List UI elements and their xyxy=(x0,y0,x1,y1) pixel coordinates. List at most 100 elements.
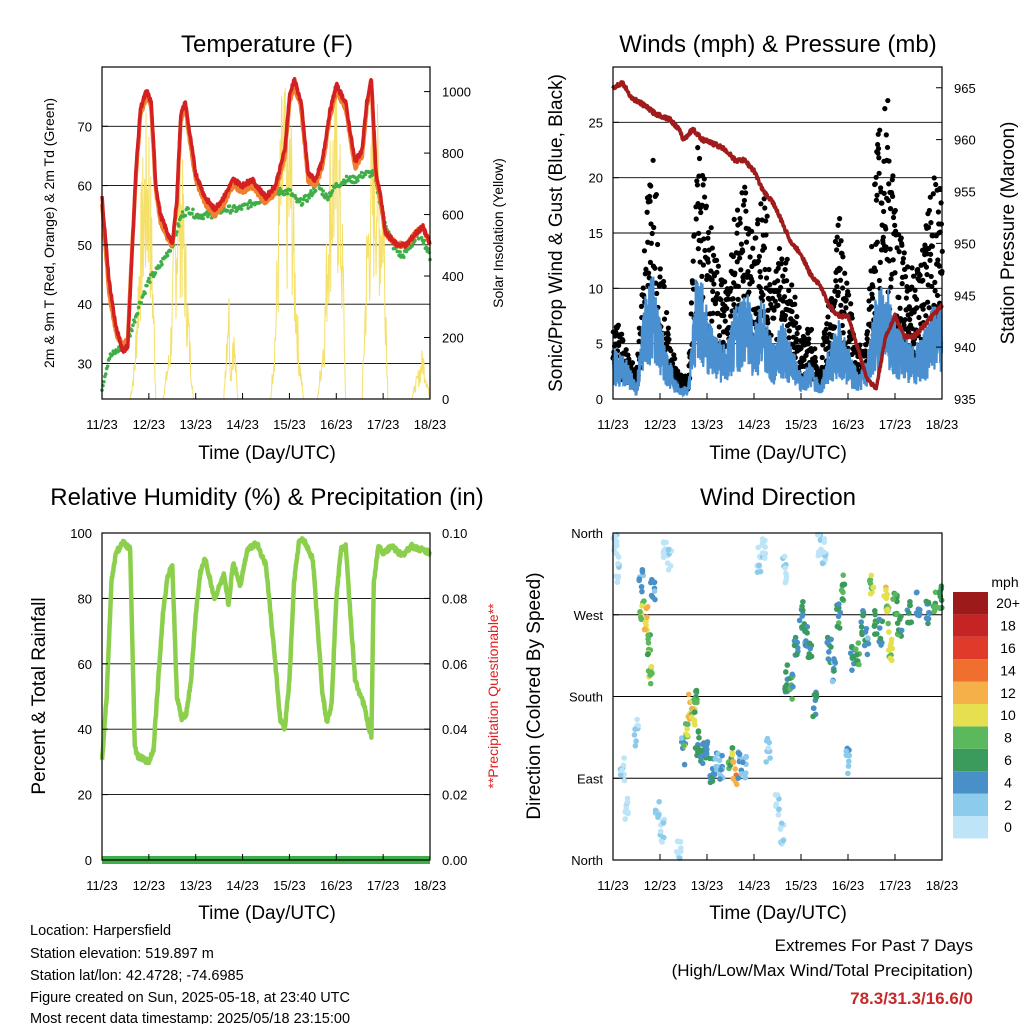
temperature-title: Temperature (F) xyxy=(181,31,353,58)
dewpoint-point xyxy=(165,253,170,258)
gust-point xyxy=(877,127,883,133)
direction-point xyxy=(845,770,851,777)
temp-2m-series xyxy=(100,76,432,354)
gust-point xyxy=(755,217,761,223)
direction-point xyxy=(678,845,684,851)
x-tick-label: 12/23 xyxy=(133,878,166,893)
direction-point xyxy=(685,721,691,728)
dewpoint-point xyxy=(143,291,147,296)
gust-point xyxy=(699,273,705,279)
direction-point xyxy=(636,576,643,582)
direction-point xyxy=(688,714,695,720)
direction-point xyxy=(796,617,803,624)
gust-point xyxy=(923,313,929,319)
direction-point xyxy=(719,752,725,759)
gust-point xyxy=(695,145,701,151)
direction-point xyxy=(638,614,644,621)
gust-point xyxy=(737,255,743,261)
gust-point xyxy=(743,190,749,196)
gust-point xyxy=(767,282,773,288)
gust-point xyxy=(890,193,896,199)
gust-point xyxy=(700,262,707,268)
direction-point xyxy=(887,642,894,649)
direction-point xyxy=(773,792,780,799)
x-tick-label: 12/23 xyxy=(644,878,677,893)
gust-point xyxy=(722,318,728,324)
legend-label: 0 xyxy=(1004,819,1012,835)
direction-point xyxy=(754,569,761,575)
direction-point xyxy=(833,606,840,612)
gust-point xyxy=(775,265,781,271)
gust-point xyxy=(869,244,875,250)
gust-point xyxy=(650,157,656,163)
y-tick-label: 100 xyxy=(70,526,92,541)
direction-point xyxy=(896,616,903,623)
gust-point xyxy=(876,155,882,161)
gust-point xyxy=(720,339,726,345)
direction-point xyxy=(765,745,772,751)
direction-point xyxy=(763,738,770,744)
gust-point xyxy=(849,315,855,321)
gust-point xyxy=(743,239,750,245)
gust-point xyxy=(794,314,800,320)
gust-point xyxy=(913,296,920,302)
temperature-panel: Temperature (F) 11/23 12/23 13/23 14/23 15/2… xyxy=(41,31,506,464)
humidity-ylabel-left: Percent & Total Rainfall xyxy=(29,597,50,794)
extremes-line2: (High/Low/Max Wind/Total Precipitation) xyxy=(672,961,973,980)
direction-point xyxy=(614,579,621,586)
direction-point xyxy=(916,606,923,613)
pressure-line xyxy=(611,80,944,391)
gust-point xyxy=(784,278,790,284)
direction-point xyxy=(828,644,834,650)
gust-point xyxy=(725,330,731,337)
gust-point xyxy=(700,182,706,188)
direction-point xyxy=(789,696,795,702)
y-tick-label: 50 xyxy=(78,238,92,253)
gust-point xyxy=(884,144,891,151)
dewpoint-point xyxy=(359,170,364,175)
y-tick-label: West xyxy=(574,608,604,623)
direction-point xyxy=(692,745,699,751)
temperature-ylabel-right: Solar Insolation (Yellow) xyxy=(490,158,506,308)
gust-point xyxy=(916,314,922,321)
direction-point xyxy=(684,732,691,739)
y-tick-label: 950 xyxy=(954,236,976,251)
gust-point xyxy=(835,289,842,295)
direction-point xyxy=(678,735,685,741)
gust-point xyxy=(928,273,934,280)
direction-point xyxy=(876,616,883,623)
x-tick-label: 12/23 xyxy=(133,417,166,432)
dewpoint-point xyxy=(131,323,135,328)
gust-point xyxy=(724,305,730,312)
gust-point xyxy=(932,288,938,294)
gust-point xyxy=(868,304,874,310)
gust-point xyxy=(930,233,936,239)
gust-point xyxy=(902,316,908,323)
gust-point xyxy=(897,305,903,311)
direction-point xyxy=(822,556,829,563)
direction-point xyxy=(695,729,702,735)
y-tick-label: 5 xyxy=(596,337,603,352)
x-tick-label: 11/23 xyxy=(597,878,629,893)
x-tick-label: 14/23 xyxy=(738,878,771,893)
direction-point xyxy=(878,642,884,648)
gust-point xyxy=(875,150,881,156)
gust-point xyxy=(880,234,886,240)
gust-point xyxy=(705,235,711,241)
gust-point xyxy=(845,292,852,298)
direction-point xyxy=(656,798,662,805)
y-tick-label: 30 xyxy=(78,356,92,371)
gust-point xyxy=(629,360,636,366)
dewpoint-point xyxy=(363,172,368,177)
direction-point xyxy=(622,816,629,822)
gust-point xyxy=(763,232,769,238)
dewpoint-point xyxy=(246,206,250,210)
humidity-ylabel-right: **Precipitation Questionable** xyxy=(485,603,501,789)
direction-point xyxy=(802,627,808,634)
dewpoint-point xyxy=(135,311,140,316)
gust-point xyxy=(899,281,905,287)
direction-point xyxy=(696,734,702,741)
direction-point xyxy=(840,572,847,578)
direction-point xyxy=(831,668,837,674)
gust-point xyxy=(844,280,850,286)
